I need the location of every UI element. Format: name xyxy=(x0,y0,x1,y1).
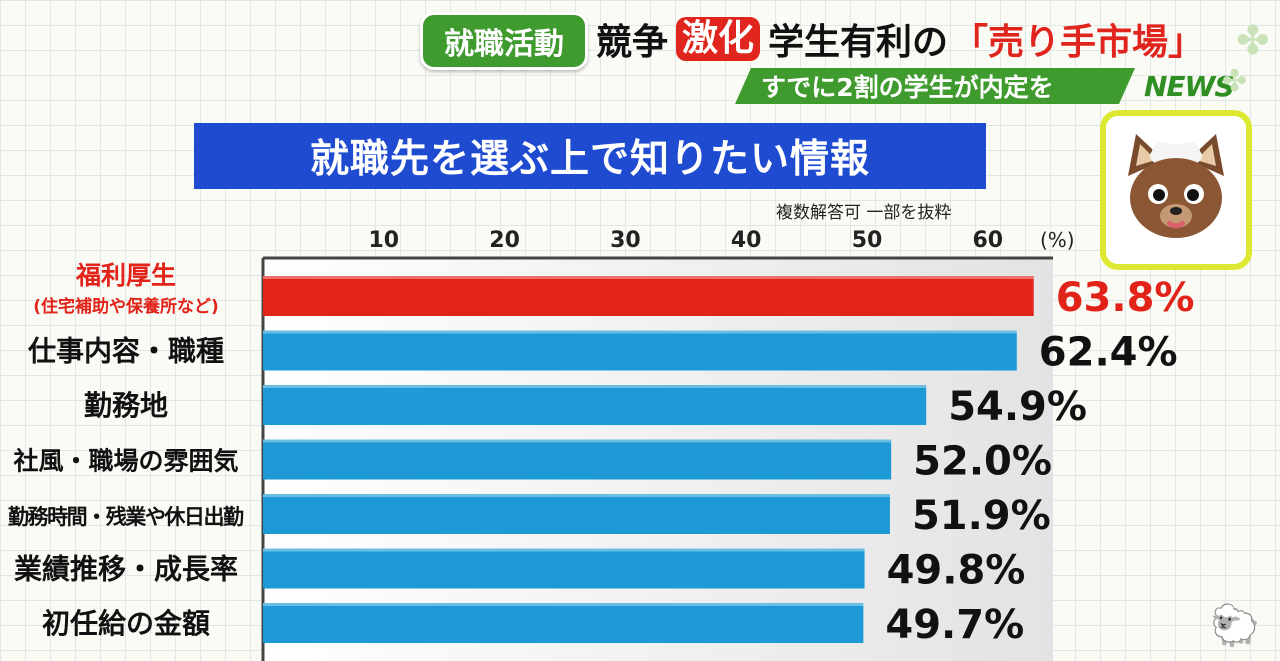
category-label: 勤務時間・残業や休日出勤 xyxy=(8,505,244,529)
chart-note: 複数解答可 一部を抜粋 xyxy=(776,203,952,223)
bar xyxy=(263,276,1034,316)
category-sublabel: (住宅補助や保養所など) xyxy=(33,296,219,317)
tick-label: 30 xyxy=(610,228,641,253)
tick-label: 50 xyxy=(852,228,883,253)
headline-mid: 学生有利の xyxy=(768,22,949,63)
clover-icon: ✤ xyxy=(1236,18,1270,64)
bar xyxy=(263,439,892,480)
clover-icon: ✤ xyxy=(1222,64,1248,99)
category-label: 業績推移・成長率 xyxy=(14,553,238,586)
bar xyxy=(263,385,927,425)
category-label: 勤務地 xyxy=(84,389,168,422)
bar-highlight xyxy=(263,330,1017,334)
tick-label: 60 xyxy=(972,228,1003,253)
headline-quote: 「売り手市場」 xyxy=(952,22,1205,63)
value-label: 54.9% xyxy=(948,384,1087,430)
bar-highlight xyxy=(263,439,892,443)
tick-label: 10 xyxy=(368,228,399,253)
subheadline-text: すでに2割の学生が内定を xyxy=(761,73,1054,102)
news-logo: NEWS xyxy=(1144,70,1235,103)
category-label: 社風・職場の雰囲気 xyxy=(13,447,238,476)
chart-title: 就職先を選ぶ上で知りたい情報 xyxy=(194,123,986,189)
headline-pre: 競争 xyxy=(596,22,669,63)
category-label: 福利厚生 xyxy=(75,261,176,290)
value-label: 49.8% xyxy=(887,548,1026,594)
headline-highlight: 激化 xyxy=(676,17,761,61)
bar-highlight xyxy=(263,548,865,552)
category-label: 仕事内容・職種 xyxy=(27,335,224,368)
value-label: 62.4% xyxy=(1039,330,1178,376)
value-label: 63.8% xyxy=(1056,275,1195,321)
topic-text: 就職活動 xyxy=(444,27,564,62)
category-label: 初任給の金額 xyxy=(42,607,210,640)
bar xyxy=(263,603,864,643)
bar-highlight xyxy=(263,494,890,497)
sub-banner: すでに2割の学生が内定を xyxy=(735,68,1135,104)
tick-label: 40 xyxy=(731,228,762,253)
corner-mascot-icon: 🐑 xyxy=(1210,603,1260,649)
mascot-icon xyxy=(1128,134,1224,238)
unit-label: (%) xyxy=(1040,228,1075,252)
headline: 競争 激化 学生有利の 「売り手市場」 xyxy=(596,14,1204,64)
value-label: 49.7% xyxy=(885,602,1024,648)
bar-highlight xyxy=(263,385,927,388)
bar-highlight xyxy=(263,603,864,606)
bar xyxy=(263,494,890,534)
topic-badge: 就職活動 xyxy=(420,12,588,70)
value-label: 52.0% xyxy=(913,439,1052,485)
bar xyxy=(263,548,865,589)
bar xyxy=(263,330,1017,371)
tick-label: 20 xyxy=(489,228,520,253)
mascot-frame xyxy=(1100,110,1252,270)
value-label: 51.9% xyxy=(912,493,1051,539)
bar-highlight xyxy=(263,276,1034,279)
